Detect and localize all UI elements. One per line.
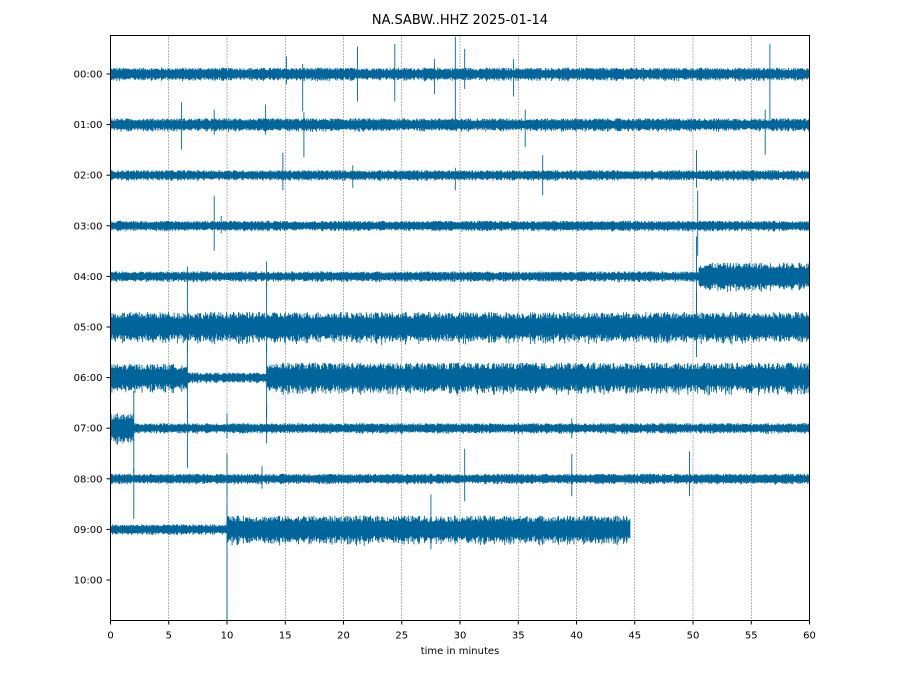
y-tick-label: 03:00: [74, 221, 103, 232]
trace-row-0600: [110, 342, 810, 418]
x-axis-label: time in minutes: [421, 646, 500, 657]
y-tick-label: 10:00: [74, 576, 103, 587]
trace-row-0700: [110, 390, 810, 474]
x-tick-label: 40: [570, 631, 583, 642]
trace-row-0800: [110, 448, 810, 519]
y-tick-label: 09:00: [74, 525, 103, 536]
trace-row-0400: [110, 236, 810, 312]
trace-layer: [110, 36, 810, 621]
trace-row-0000: [110, 36, 810, 119]
x-tick-label: 35: [512, 631, 525, 642]
x-tick-label: 0: [107, 631, 113, 642]
y-tick-label: 06:00: [74, 373, 103, 384]
y-tick-label: 00:00: [74, 70, 103, 81]
x-tick-label: 5: [166, 631, 172, 642]
trace-row-0300: [110, 190, 810, 256]
y-tick-label: 01:00: [74, 120, 103, 131]
y-tick-label: 07:00: [74, 424, 103, 435]
x-tick-label: 20: [337, 631, 350, 642]
trace-row-0200: [110, 150, 810, 196]
x-tick-label: 10: [221, 631, 234, 642]
x-tick-label: 55: [745, 631, 758, 642]
y-tick-label: 05:00: [74, 323, 103, 334]
x-tick-label: 50: [687, 631, 700, 642]
y-tick-label: 04:00: [74, 272, 103, 283]
y-tick-label: 08:00: [74, 474, 103, 485]
trace-row-0100: [110, 102, 810, 158]
x-axis: 0 5 10 15 20 25 30 35 40 45 50 55 60: [107, 620, 816, 642]
x-tick-label: 30: [454, 631, 467, 642]
trace-row-0500: [110, 282, 810, 357]
x-tick-label: 25: [395, 631, 408, 642]
y-axis: 00:00 01:00 02:00 03:00 04:00 05:00 06:00 07:00…: [74, 70, 111, 587]
chart-title: NA.SABW..HHZ 2025-01-14: [372, 13, 548, 28]
x-tick-label: 15: [279, 631, 292, 642]
y-tick-label: 02:00: [74, 171, 103, 182]
x-tick-label: 45: [628, 631, 641, 642]
trace-row-0900: [110, 494, 631, 621]
x-tick-label: 60: [803, 631, 816, 642]
